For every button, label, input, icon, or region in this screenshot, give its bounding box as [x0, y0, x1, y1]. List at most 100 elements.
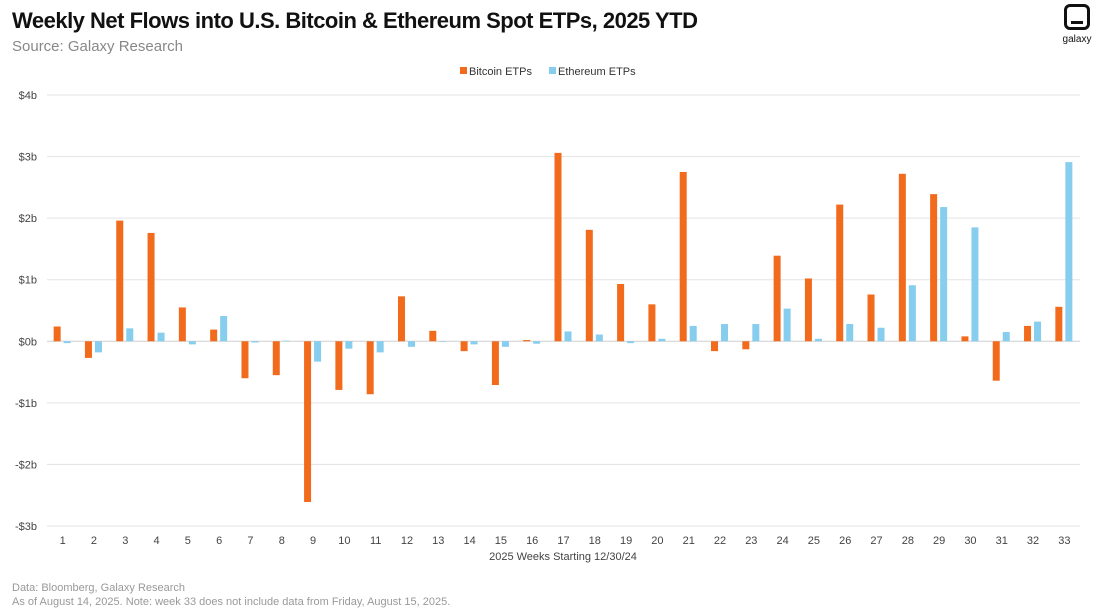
ethereum-bar [721, 324, 729, 342]
ethereum-bar [470, 341, 478, 345]
bitcoin-bar [460, 341, 468, 352]
ethereum-bar [501, 341, 509, 347]
bitcoin-bar [585, 229, 593, 342]
x-tick-label: 17 [557, 535, 569, 547]
x-tick-label: 7 [247, 535, 253, 547]
bitcoin-bar [429, 330, 437, 342]
x-tick-label: 6 [216, 535, 222, 547]
x-tick-label: 8 [279, 535, 285, 547]
x-tick-label: 23 [745, 535, 757, 547]
x-tick-label: 22 [714, 535, 726, 547]
ethereum-bar [407, 341, 415, 347]
bars [53, 152, 1073, 502]
x-tick-label: 26 [839, 535, 851, 547]
bitcoin-bar [397, 296, 405, 342]
bitcoin-bar [366, 341, 374, 395]
bitcoin-bar [116, 220, 124, 342]
ethereum-bar [595, 334, 603, 342]
x-tick-label: 24 [776, 535, 788, 547]
ethereum-bar [1034, 321, 1042, 342]
x-tick-label: 14 [463, 535, 475, 547]
bitcoin-bar [961, 336, 969, 342]
legend-swatch [549, 67, 556, 74]
footer-note: As of August 14, 2025. Note: week 33 doe… [12, 596, 451, 608]
bitcoin-bar [679, 171, 687, 342]
chart-title: Weekly Net Flows into U.S. Bitcoin & Eth… [12, 8, 698, 33]
ethereum-bar [282, 340, 290, 342]
ethereum-bar [63, 341, 71, 344]
x-tick-label: 21 [683, 535, 695, 547]
galaxy-logo-icon [1064, 4, 1090, 30]
bitcoin-bar [773, 255, 781, 342]
ethereum-bar [940, 207, 948, 342]
ethereum-bar [314, 341, 322, 362]
bitcoin-bar [836, 204, 844, 342]
bitcoin-bar [804, 278, 812, 342]
x-tick-label: 4 [153, 535, 159, 547]
bitcoin-bar [554, 152, 562, 342]
y-axis: $4b $3b $2b $1b $0b -$1b -$2b -$3b [15, 90, 37, 533]
bitcoin-bar [210, 329, 218, 342]
x-tick-label: 30 [964, 535, 976, 547]
bitcoin-bar [147, 232, 155, 342]
ethereum-bar [533, 341, 541, 344]
x-tick-label: 32 [1027, 535, 1039, 547]
x-tick-label: 28 [902, 535, 914, 547]
y-tick-label: $3b [19, 152, 37, 164]
galaxy-logo-text: galaxy [1062, 34, 1092, 45]
x-tick-label: 2 [91, 535, 97, 547]
x-tick-label: 11 [370, 535, 381, 547]
ethereum-bar [439, 341, 447, 342]
y-tick-label: $4b [19, 90, 37, 102]
bitcoin-bar [241, 341, 249, 379]
x-tick-label: 5 [185, 535, 191, 547]
ethereum-bar [908, 285, 916, 342]
ethereum-bar [564, 331, 572, 342]
footer-data-source: Data: Bloomberg, Galaxy Research [12, 582, 186, 594]
x-tick-label: 16 [526, 535, 538, 547]
x-tick-label: 19 [620, 535, 632, 547]
x-tick-label: 10 [338, 535, 350, 547]
legend: Bitcoin ETPs Ethereum ETPs [460, 66, 636, 78]
x-tick-label: 20 [651, 535, 663, 547]
ethereum-bar [658, 338, 666, 342]
bitcoin-bar [867, 294, 875, 342]
bitcoin-bar [930, 194, 938, 342]
bitcoin-bar [1024, 325, 1032, 342]
ethereum-bar [1065, 162, 1073, 342]
footer-notes: Data: Bloomberg, Galaxy Research As of A… [12, 581, 450, 609]
x-axis-title: 2025 Weeks Starting 12/30/24 [489, 551, 637, 563]
bitcoin-bar [491, 341, 499, 386]
bitcoin-bar [304, 341, 312, 502]
ethereum-bar [627, 341, 635, 344]
legend-label: Bitcoin ETPs [469, 66, 532, 78]
gridlines [47, 94, 1080, 527]
ethereum-bar [188, 341, 196, 345]
x-axis: 1 2 3 4 5 6 7 8 9 10 11 12 13 14 15 16 17 18 19 20 21 22 23 24 2… [60, 535, 1071, 563]
y-tick-label: $0b [19, 336, 37, 348]
x-tick-label: 1 [60, 535, 66, 547]
x-tick-label: 13 [432, 535, 444, 547]
bitcoin-bar [711, 341, 719, 352]
bitcoin-bar [178, 307, 186, 342]
bitcoin-bar [617, 284, 625, 342]
ethereum-bar [1002, 332, 1010, 342]
ethereum-bar [345, 341, 353, 349]
ethereum-bar [126, 328, 134, 342]
bitcoin-bar [523, 340, 531, 342]
ethereum-bar [94, 341, 102, 353]
ethereum-bar [689, 325, 697, 342]
bitcoin-bar [335, 341, 343, 390]
x-tick-label: 12 [401, 535, 413, 547]
ethereum-bar [846, 324, 854, 342]
x-tick-label: 31 [996, 535, 1008, 547]
ethereum-bar [877, 327, 885, 342]
y-tick-label: -$2b [15, 459, 37, 471]
x-tick-label: 29 [933, 535, 945, 547]
bitcoin-bar [992, 341, 1000, 381]
y-tick-label: $1b [19, 275, 37, 287]
ethereum-bar [783, 308, 791, 342]
bitcoin-bar [1055, 306, 1063, 342]
legend-label: Ethereum ETPs [558, 66, 636, 78]
x-tick-label: 18 [589, 535, 601, 547]
